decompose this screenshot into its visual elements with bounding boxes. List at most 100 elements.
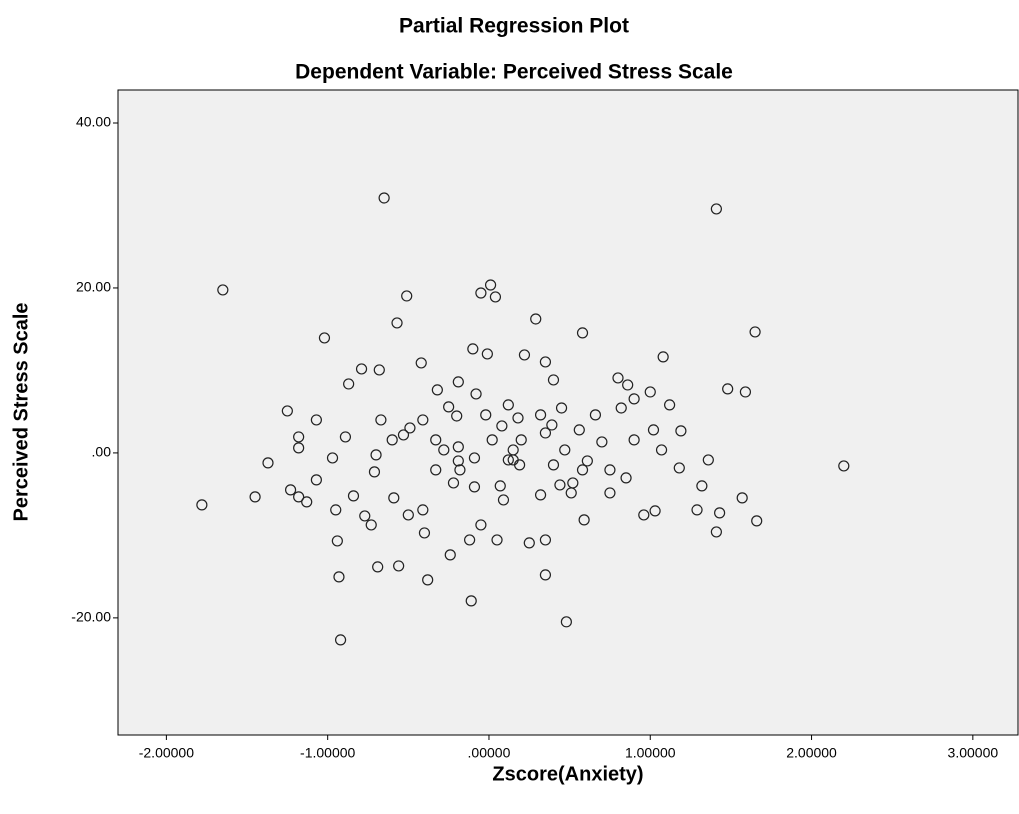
x-tick-label: .00000	[468, 745, 511, 761]
point	[451, 410, 463, 422]
point	[673, 462, 685, 474]
point	[702, 454, 714, 466]
point	[443, 401, 455, 413]
point	[539, 427, 552, 439]
point	[547, 374, 560, 386]
y-tick-label: .00	[92, 444, 112, 460]
point	[372, 561, 384, 573]
point	[452, 376, 464, 388]
point	[465, 595, 477, 607]
point	[447, 477, 460, 489]
point	[470, 388, 482, 400]
point	[714, 507, 726, 519]
point	[386, 434, 398, 446]
point	[578, 514, 590, 526]
point	[430, 434, 442, 446]
point	[388, 492, 400, 504]
point	[620, 472, 632, 484]
point	[402, 509, 414, 521]
point	[293, 491, 305, 503]
point	[355, 363, 368, 375]
point	[596, 436, 608, 448]
point	[217, 284, 229, 296]
point	[301, 496, 313, 508]
point	[417, 414, 429, 426]
point	[293, 442, 305, 454]
point	[523, 537, 535, 549]
point	[539, 534, 552, 546]
point	[838, 460, 850, 472]
point	[444, 549, 456, 561]
point	[494, 480, 506, 492]
point	[475, 287, 487, 299]
point	[554, 479, 566, 491]
point	[691, 504, 703, 516]
point	[649, 505, 661, 517]
point	[512, 412, 524, 424]
x-axis-title: Zscore(Anxiety)	[492, 763, 643, 785]
point	[530, 313, 542, 325]
point	[404, 422, 416, 434]
point	[422, 574, 434, 586]
point	[467, 343, 479, 355]
point	[710, 203, 722, 215]
point	[657, 351, 669, 363]
point	[481, 348, 493, 360]
point	[647, 424, 660, 436]
point	[664, 399, 676, 411]
point	[722, 383, 734, 395]
y-tick-label: 40.00	[76, 114, 111, 130]
point	[628, 434, 640, 446]
point	[612, 372, 624, 384]
point	[334, 634, 347, 646]
y-tick-label: 20.00	[76, 279, 111, 295]
point	[573, 424, 585, 436]
y-tick-label: -20.00	[71, 609, 111, 625]
point	[576, 327, 589, 339]
point	[438, 444, 450, 456]
point	[415, 357, 427, 369]
point	[751, 515, 763, 527]
point	[710, 526, 722, 538]
point	[318, 332, 331, 344]
point	[514, 459, 526, 471]
point	[401, 290, 413, 302]
point	[559, 444, 571, 456]
point	[638, 509, 650, 521]
chart-subtitle: Dependent Variable: Perceived Stress Sca…	[295, 61, 733, 84]
point	[431, 384, 443, 396]
point	[393, 560, 405, 572]
point	[622, 379, 634, 391]
point	[196, 499, 208, 511]
point	[518, 349, 531, 361]
point	[468, 481, 481, 493]
point	[368, 466, 381, 478]
point	[696, 480, 708, 492]
point	[480, 409, 492, 421]
point	[515, 434, 527, 446]
point	[262, 457, 274, 469]
point	[739, 386, 752, 398]
point	[491, 534, 503, 546]
x-tick-label: 2.00000	[786, 745, 837, 761]
x-tick-label: 1.00000	[625, 745, 676, 761]
point	[497, 494, 510, 506]
point	[326, 452, 339, 464]
point	[293, 431, 305, 443]
x-tick-label: -1.00000	[300, 745, 355, 761]
point	[576, 464, 589, 476]
point	[567, 477, 579, 489]
point	[534, 489, 547, 501]
x-tick-label: -2.00000	[139, 745, 194, 761]
point	[330, 504, 342, 516]
point	[581, 455, 593, 467]
point	[365, 519, 377, 531]
point	[628, 393, 640, 405]
point	[484, 279, 497, 291]
point	[378, 192, 390, 204]
point	[644, 386, 656, 398]
point	[736, 492, 748, 504]
point	[281, 405, 293, 417]
plot-area	[117, 89, 1019, 736]
point	[486, 434, 498, 446]
